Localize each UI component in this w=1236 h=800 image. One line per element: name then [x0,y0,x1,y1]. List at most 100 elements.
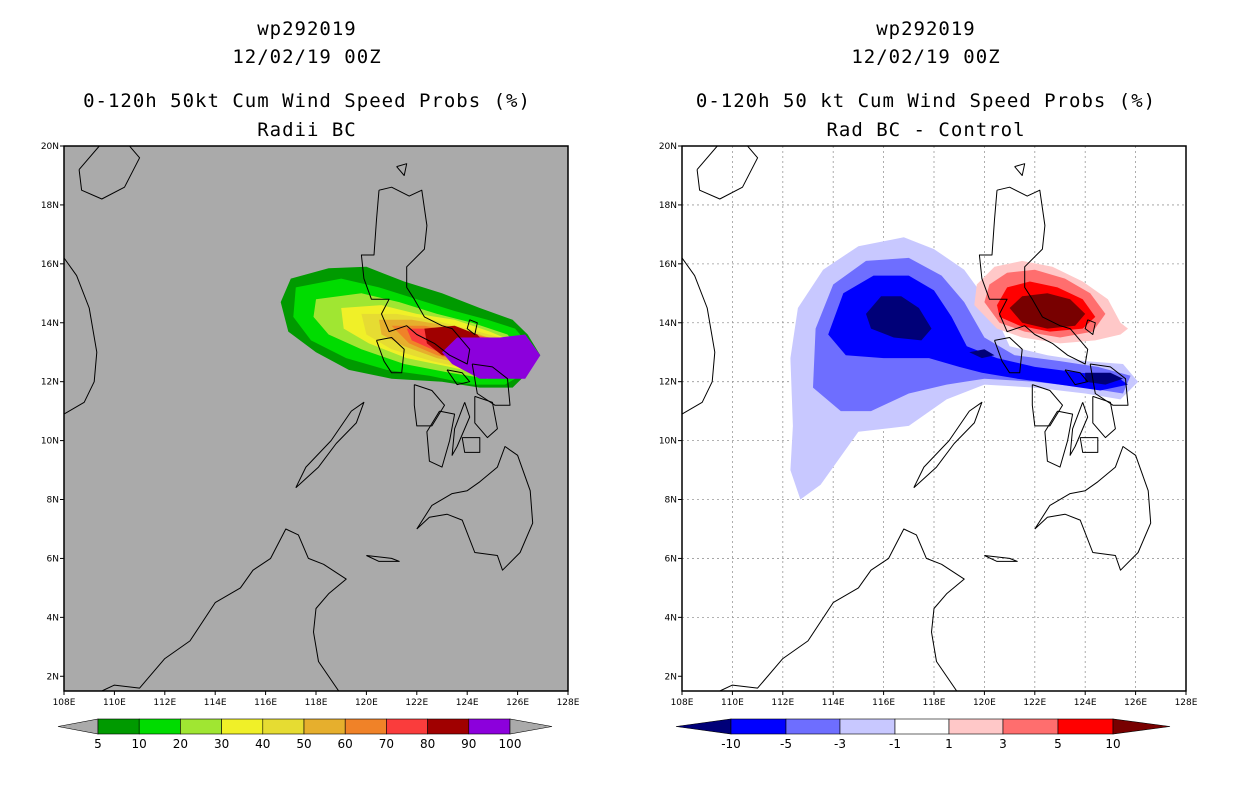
coastline-hainan [696,146,759,200]
coastline-masbate [1064,369,1089,386]
colorbar-label: 40 [255,737,270,751]
colorbar-swatch [785,718,841,735]
coastline-negros [426,410,456,468]
colorbar: 5 10 20 30 40 50 60 70 80 90 100 [57,718,553,751]
x-tick-label: 108E [671,698,694,708]
colorbar-swatch [839,718,896,735]
colorbar-label: 80 [420,737,435,751]
coastline-borneo [719,528,965,691]
y-tick-label: 10N [659,437,677,447]
colorbar: -10 -5 -3 -1 1 3 5 10 [675,718,1171,751]
y-tick-label: 20N [41,142,59,152]
difference-contours [790,237,1139,500]
y-tick-label: 18N [41,201,59,211]
colorbar-label: -3 [834,737,846,751]
y-tick-label: 10N [41,437,59,447]
colorbar-swatch [97,718,140,735]
coastline-vietnam [682,257,716,415]
coastline-bohol [461,437,481,453]
right-map-panel: wp292019 12/02/19 00Z 0-120h 50 kt Cum W… [618,0,1236,800]
x-tick-label: 126E [506,698,529,708]
x-tick-label: 122E [1023,698,1046,708]
forecast-datetime: 12/02/19 00Z [232,46,382,68]
x-tick-label: 118E [923,698,946,708]
y-tick-label: 16N [41,260,59,270]
coastline-catanduanes [466,319,478,335]
x-tick-label: 126E [1124,698,1147,708]
colorbar-label: 10 [1105,737,1120,751]
colorbar-label: 20 [173,737,188,751]
storm-id: wp292019 [257,18,357,40]
x-tick-label: 118E [305,698,328,708]
coastline-cebu [451,402,471,456]
coastline-mindoro [994,337,1023,374]
colorbar-label: 10 [132,737,147,751]
coastline-babuyan [396,163,408,176]
colorbar-high-arrow [1112,718,1171,735]
colorbar-swatch [427,718,470,735]
x-tick-label: 108E [53,698,76,708]
coastline-catanduanes [1084,319,1096,335]
colorbar-low-arrow [57,718,99,735]
colorbar-label: 100 [499,737,522,751]
x-tick-label: 114E [204,698,227,708]
coastline-panay [413,384,445,427]
colorbar-label: 5 [1054,737,1062,751]
axis-ticks: 108E 110E 112E 114E 116E 118E 120E 122E 124E 126E… [659,142,1198,708]
coastline-babuyan [1014,163,1026,176]
coastline-borneo [101,528,347,691]
colorbar-label: 1 [945,737,953,751]
map-title: 0-120h 50kt Cum Wind Speed Probs (%) [83,90,531,112]
colorbar-swatch [894,718,950,735]
colorbar-label: 50 [296,737,311,751]
x-tick-label: 116E [872,698,895,708]
colorbar-swatch [468,718,511,735]
x-tick-label: 112E [771,698,794,708]
axis-ticks: 108E 110E 112E 114E 116E 118E 120E 122E 124E 126E… [41,142,580,708]
map-subtitle: Rad BC - Control [826,119,1026,141]
coastline-luzon [360,186,471,365]
coastline-bohol [1079,437,1099,453]
coastline-samar [471,363,511,406]
coastline-samar [1089,363,1129,406]
y-tick-label: 12N [659,378,677,388]
colorbar-swatch [1002,718,1059,735]
colorbar-swatch [344,718,387,735]
coastline-negros [1044,410,1074,468]
colorbar-swatch [948,718,1004,735]
probability-map: 108E 110E 112E 114E 116E 118E 120E 122E 124E 126E… [41,142,580,708]
coastlines [64,146,534,691]
colorbar-label: -1 [889,737,901,751]
colorbar-high-arrow [509,718,553,735]
y-tick-label: 6N [47,554,59,564]
x-tick-label: 112E [153,698,176,708]
y-tick-label: 12N [41,378,59,388]
map-title: 0-120h 50 kt Cum Wind Speed Probs (%) [695,90,1157,112]
y-tick-label: 14N [659,319,677,329]
y-tick-label: 18N [659,201,677,211]
coastline-vietnam [64,257,98,415]
y-tick-label: 2N [47,672,59,682]
x-tick-label: 124E [456,698,479,708]
coastline-mindanao [416,446,534,571]
coastline-palawan [913,401,983,489]
x-tick-label: 124E [1074,698,1097,708]
colorbar-swatch [386,718,428,735]
coastline-sulu [366,555,400,562]
x-tick-label: 128E [1175,698,1198,708]
x-tick-label: 122E [405,698,428,708]
y-tick-label: 14N [41,319,59,329]
colorbar-swatch [221,718,264,735]
coastline-hainan [78,146,141,200]
forecast-datetime: 12/02/19 00Z [851,46,1001,68]
y-tick-label: 4N [47,613,59,623]
left-map-panel: wp292019 12/02/19 00Z 0-120h 50kt Cum Wi… [41,18,580,751]
y-tick-label: 4N [665,613,677,623]
coastline-leyte [474,395,498,439]
coastline-panay [1031,384,1063,427]
y-tick-label: 20N [659,142,677,152]
difference-map: 108E 110E 112E 114E 116E 118E 120E 122E 124E 126E… [659,142,1198,708]
colorbar-label: 3 [999,737,1007,751]
colorbar-label: -5 [780,737,792,751]
x-tick-label: 116E [254,698,277,708]
